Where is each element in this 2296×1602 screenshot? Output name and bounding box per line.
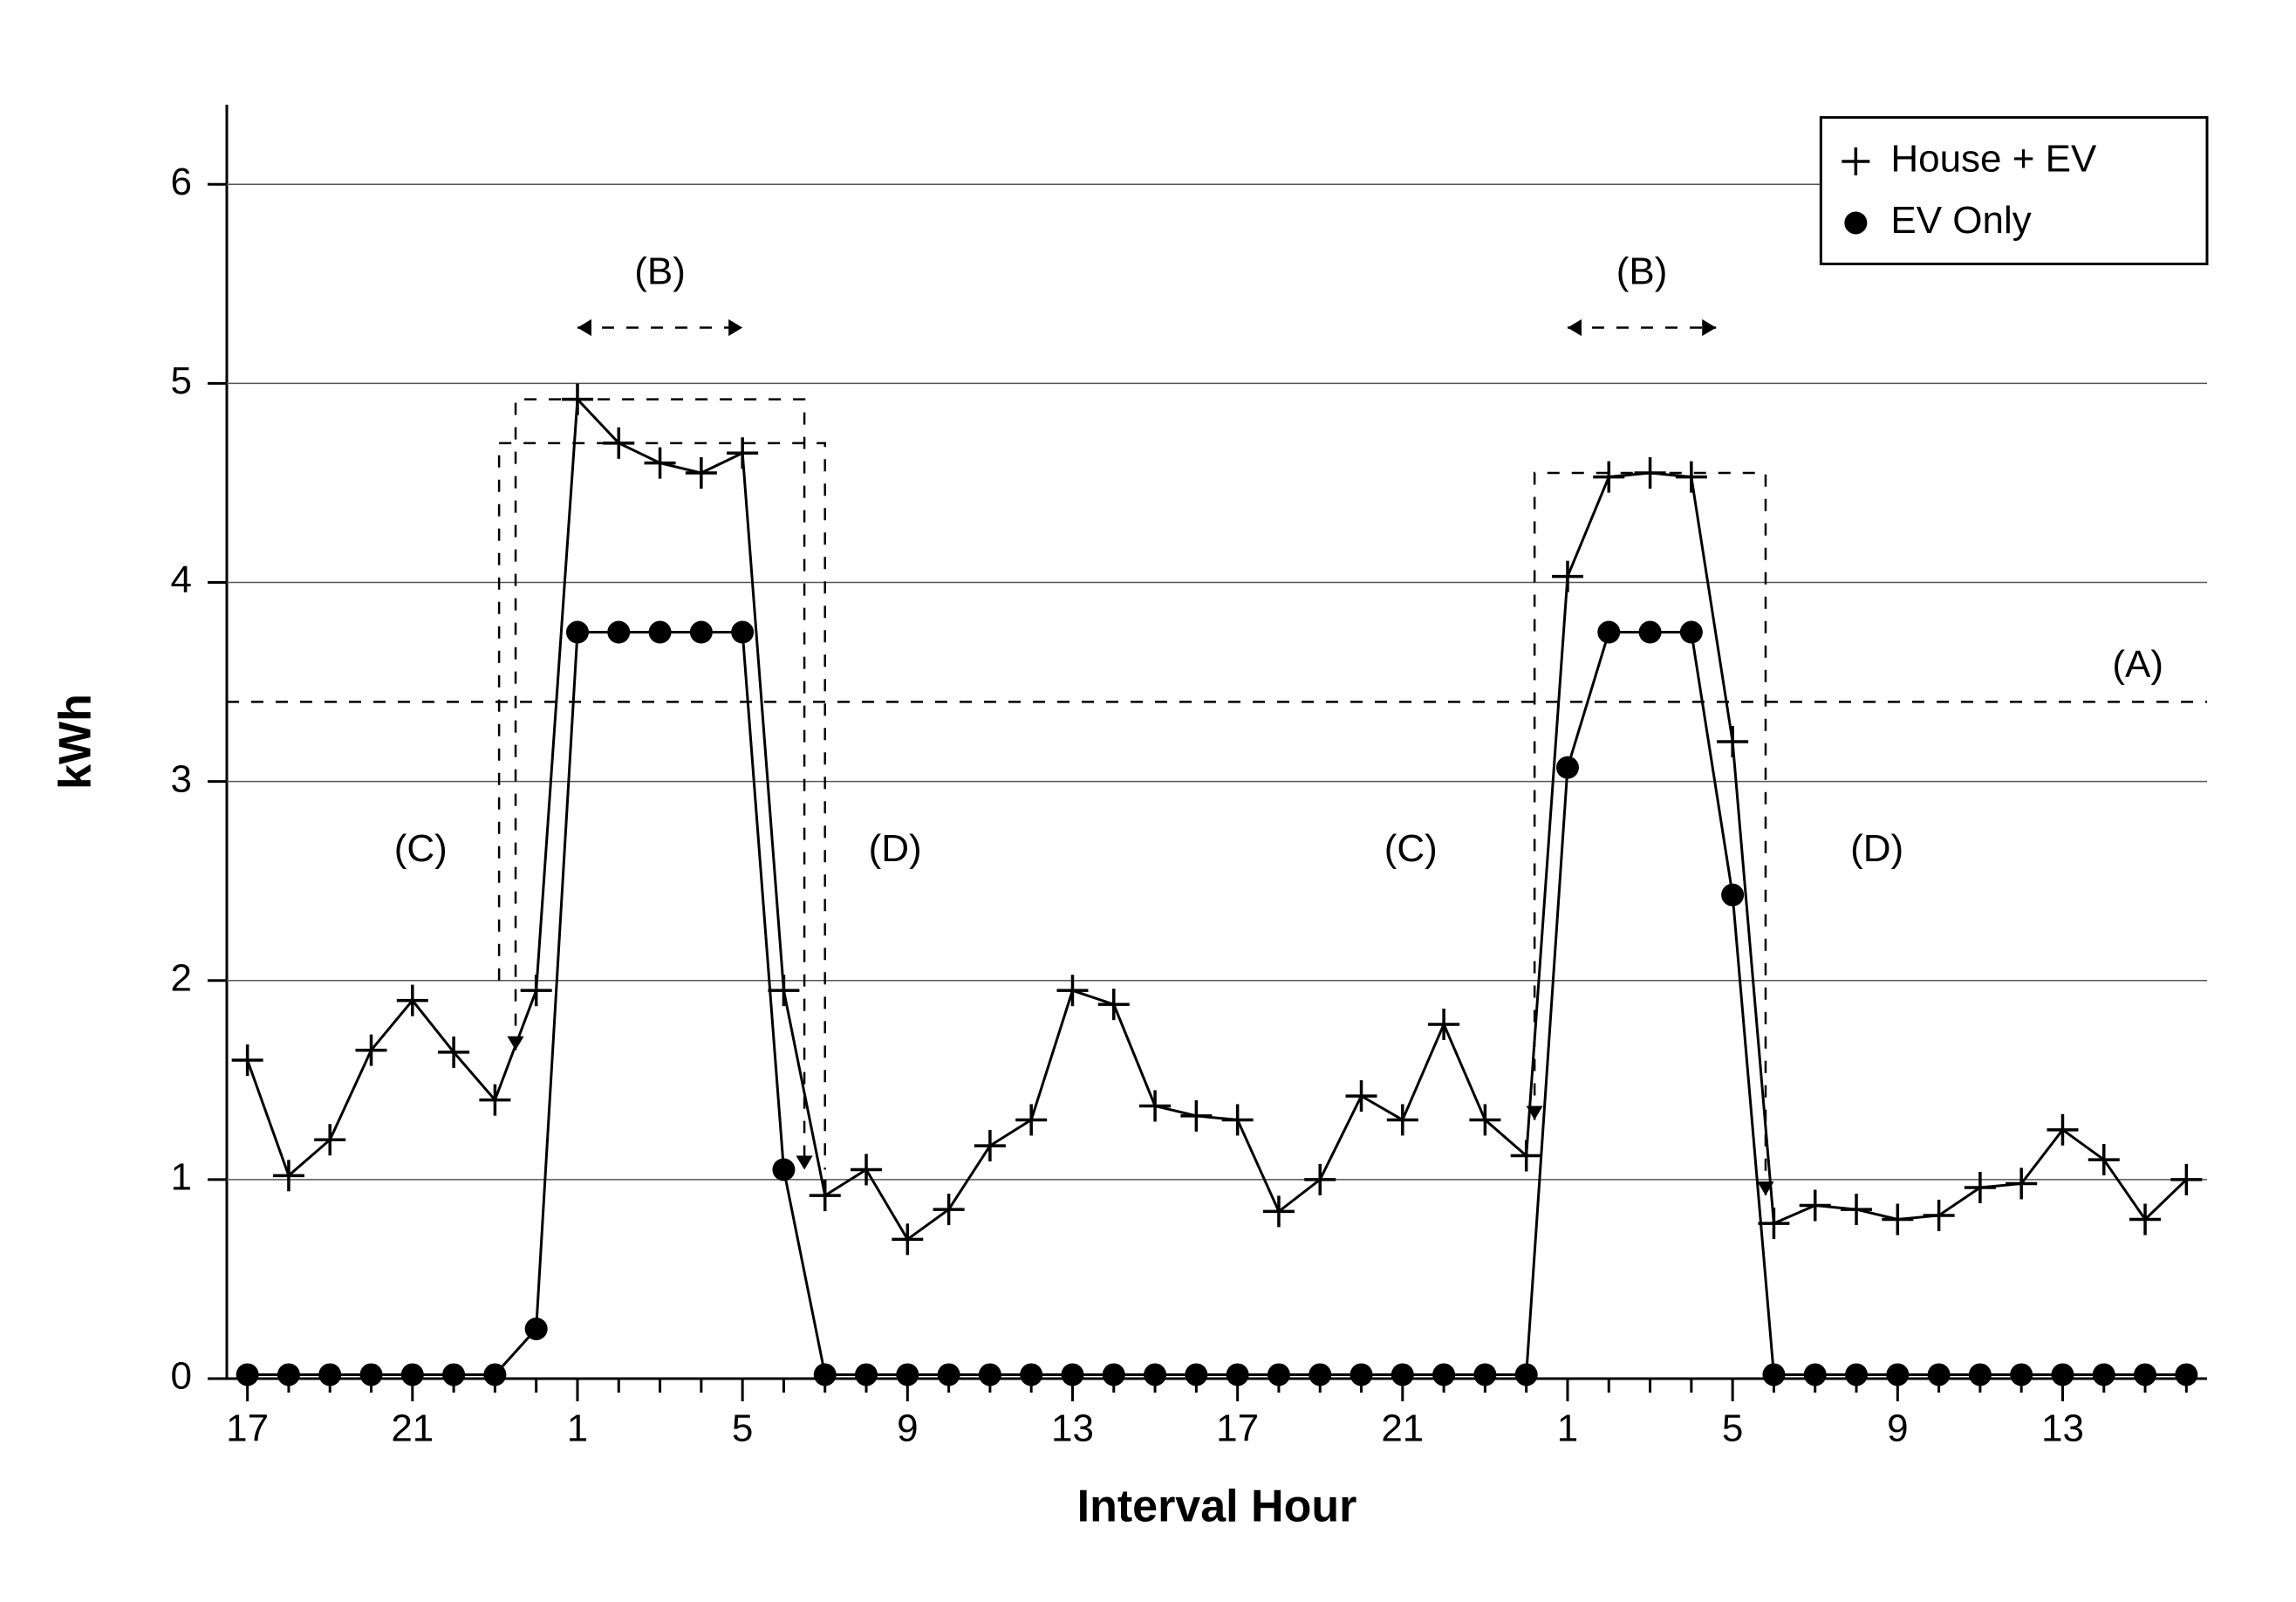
svg-text:21: 21 xyxy=(391,1407,434,1450)
svg-text:9: 9 xyxy=(897,1407,918,1450)
svg-text:EV Only: EV Only xyxy=(1890,199,2031,242)
svg-text:House + EV: House + EV xyxy=(1890,138,2097,181)
svg-text:2: 2 xyxy=(171,956,192,999)
svg-text:17: 17 xyxy=(226,1407,269,1450)
svg-text:5: 5 xyxy=(1722,1407,1743,1450)
svg-text:(C): (C) xyxy=(394,827,448,870)
energy-chart: 0123456172115913172115913Interval HourkW… xyxy=(0,0,2296,1602)
svg-text:(C): (C) xyxy=(1384,827,1438,870)
svg-text:13: 13 xyxy=(1051,1407,1094,1450)
svg-text:21: 21 xyxy=(1381,1407,1424,1450)
svg-text:(B): (B) xyxy=(634,250,686,293)
svg-text:1: 1 xyxy=(567,1407,588,1450)
chart-svg: 0123456172115913172115913Interval HourkW… xyxy=(0,0,2296,1602)
svg-text:(B): (B) xyxy=(1616,250,1668,293)
svg-text:17: 17 xyxy=(1216,1407,1259,1450)
svg-text:Interval Hour: Interval Hour xyxy=(1077,1482,1357,1532)
svg-text:5: 5 xyxy=(171,359,192,402)
svg-text:4: 4 xyxy=(171,558,192,601)
svg-text:1: 1 xyxy=(171,1156,192,1199)
svg-text:13: 13 xyxy=(2041,1407,2084,1450)
svg-text:1: 1 xyxy=(1557,1407,1578,1450)
svg-text:(D): (D) xyxy=(1850,827,1903,870)
svg-text:kWh: kWh xyxy=(51,694,101,790)
svg-text:9: 9 xyxy=(1887,1407,1908,1450)
svg-text:(A): (A) xyxy=(2112,643,2163,686)
svg-text:5: 5 xyxy=(732,1407,753,1450)
svg-text:6: 6 xyxy=(171,161,192,203)
svg-text:3: 3 xyxy=(171,757,192,800)
svg-text:0: 0 xyxy=(171,1355,192,1398)
svg-text:(D): (D) xyxy=(869,827,922,870)
